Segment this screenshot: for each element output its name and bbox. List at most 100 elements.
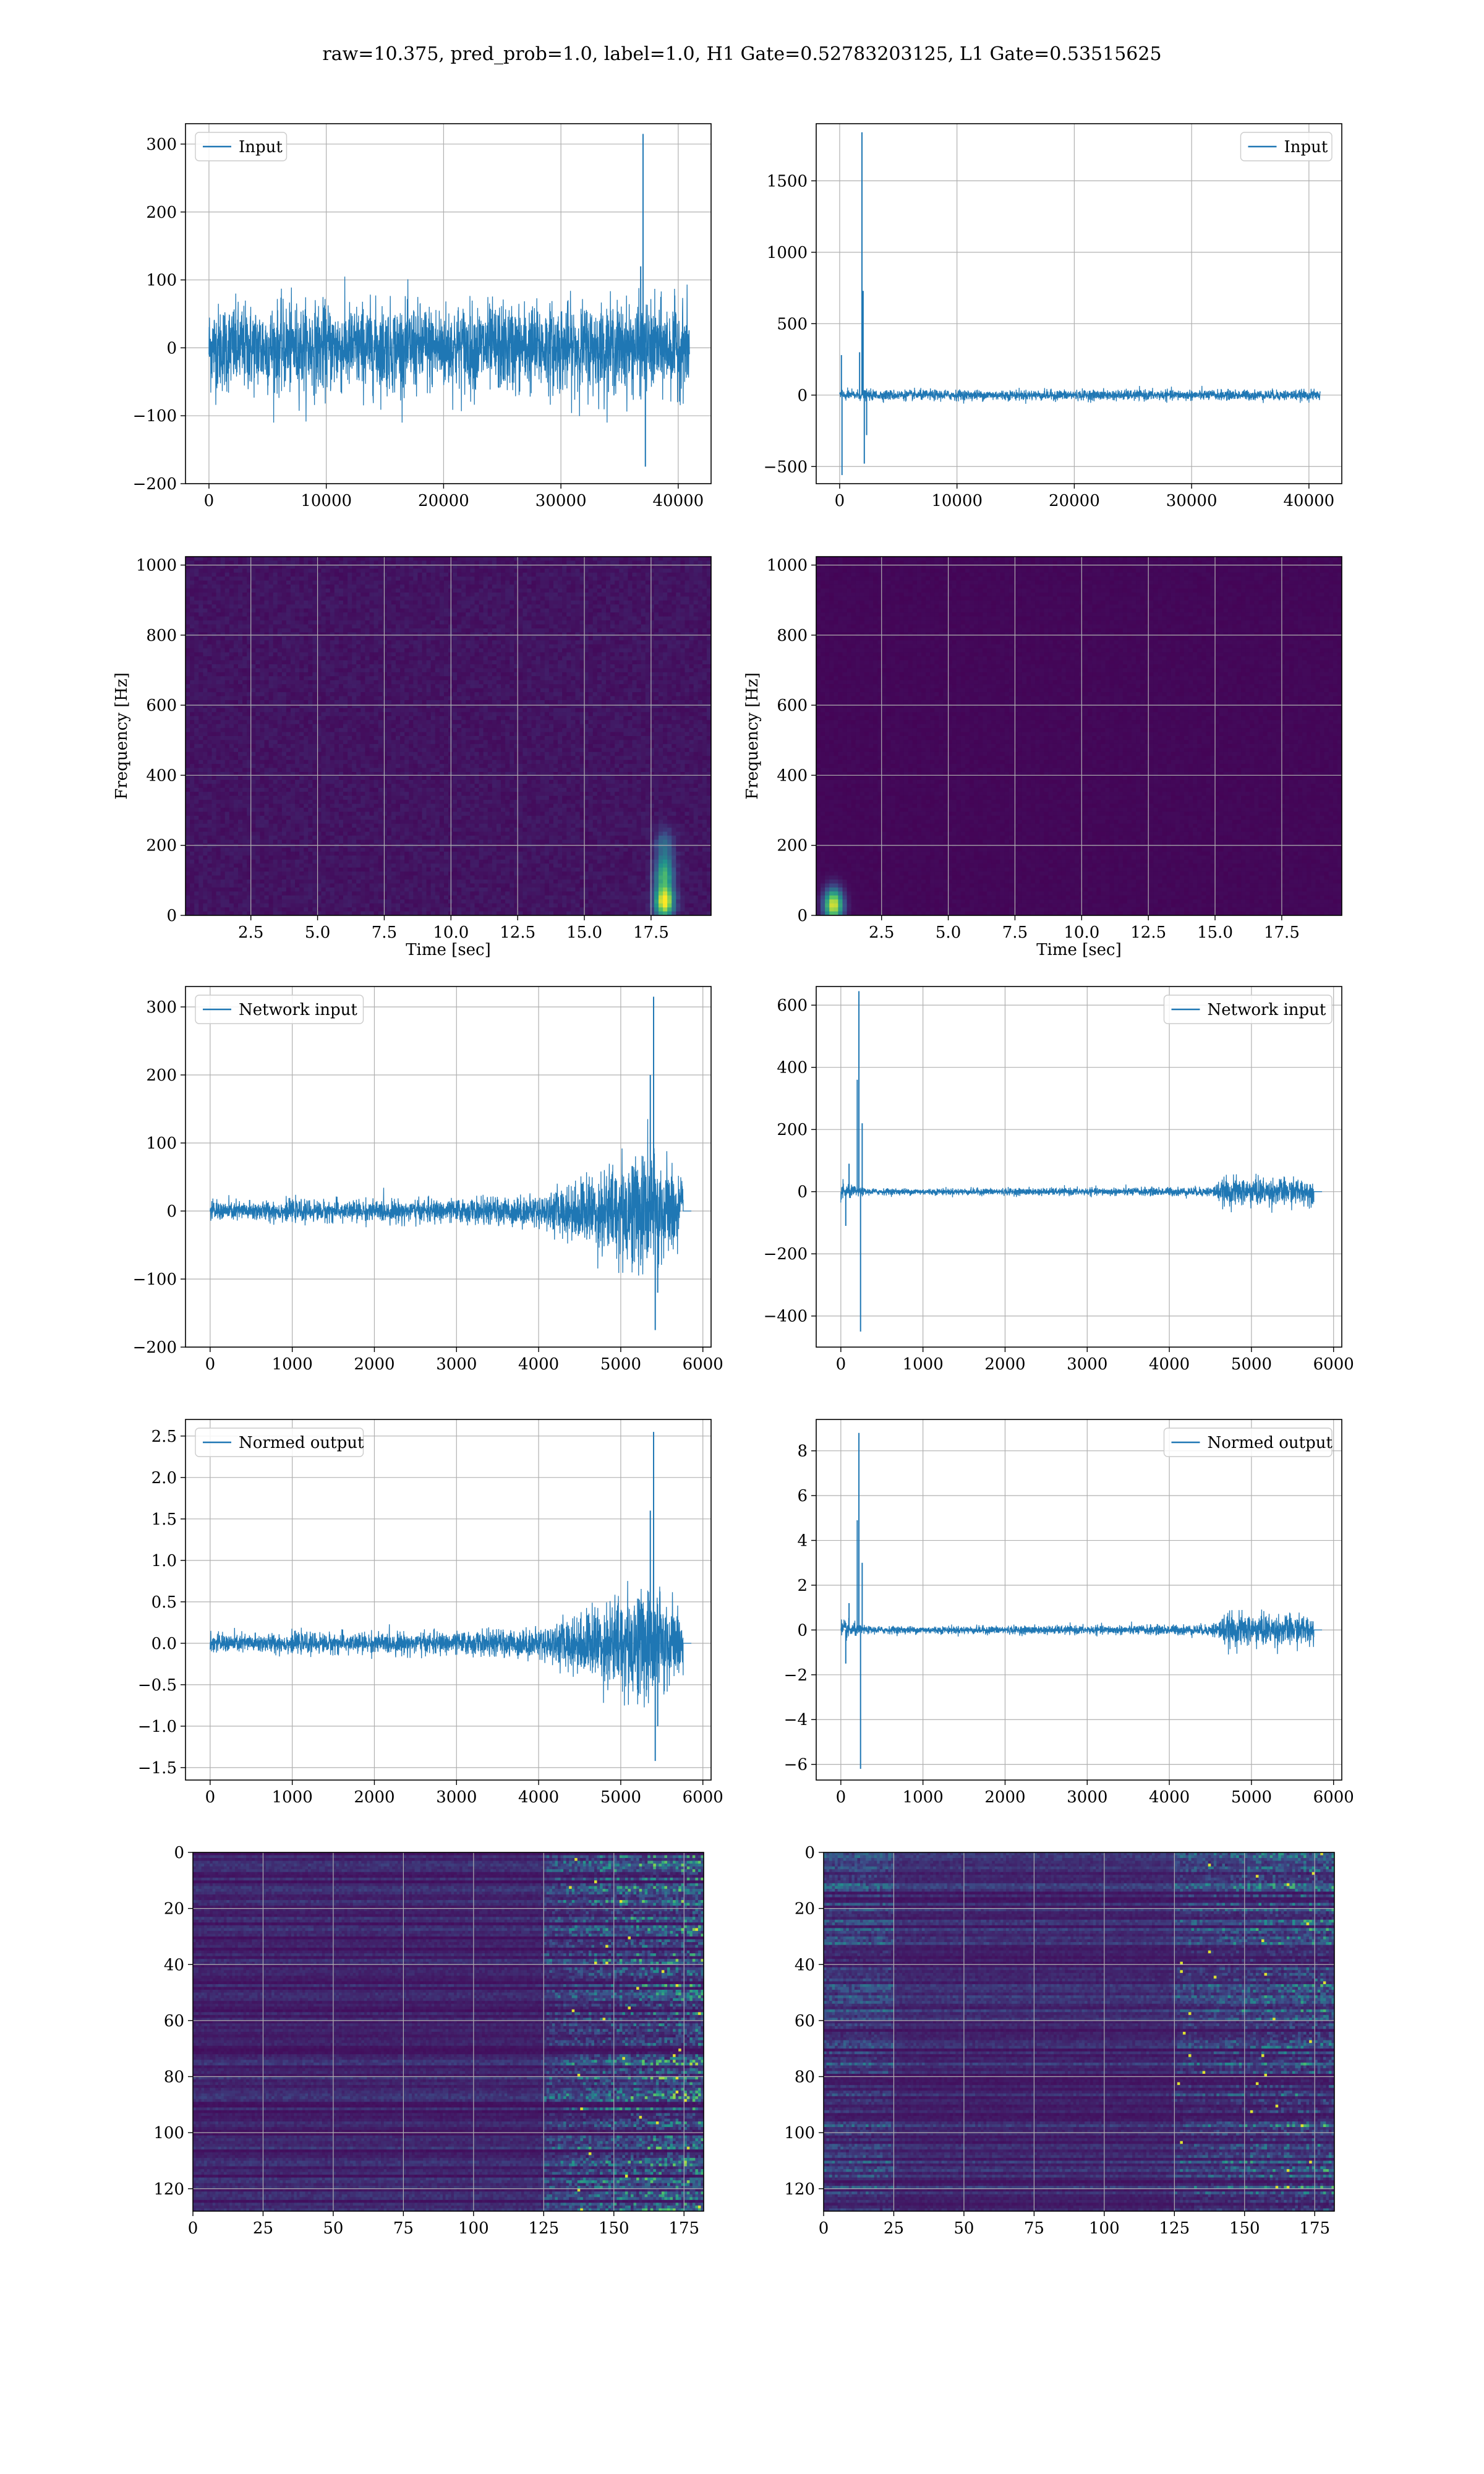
x-tick-label: 0 [205, 1788, 216, 1807]
heatmap-cells [193, 1852, 704, 2212]
y-tick-label: 200 [146, 1066, 177, 1085]
x-tick-label: 1000 [272, 1788, 313, 1807]
series-line [210, 1119, 691, 1275]
y-axis-label: Frequency [Hz] [743, 672, 762, 800]
legend-label: Normed output [1208, 1434, 1333, 1452]
y-tick-label: 0 [174, 1844, 184, 1862]
x-tick-label: 3000 [436, 1788, 477, 1807]
y-tick-label: 6 [797, 1487, 808, 1505]
x-tick-label: 1000 [903, 1788, 944, 1807]
x-tick-label: 10000 [931, 492, 983, 510]
chart-l1-network-input: 0 1000 2000 3000 4000 5000 6000−400−2000200400… [764, 987, 1354, 1374]
x-tick-label: 6000 [683, 1788, 723, 1807]
x-tick-label: 3000 [436, 1355, 477, 1374]
x-tick-label: 3000 [1067, 1788, 1107, 1807]
x-tick-label: 4000 [1149, 1355, 1190, 1374]
y-tick-label: 600 [777, 696, 808, 715]
y-tick-label: 120 [153, 2180, 184, 2199]
x-tick-label: 125 [528, 2219, 559, 2238]
y-tick-label: 80 [164, 2068, 184, 2087]
x-tick-label: 4000 [518, 1355, 559, 1374]
x-tick-label: 5000 [600, 1355, 641, 1374]
legend-label: Network input [239, 1001, 357, 1019]
x-tick-label: 100 [458, 2219, 489, 2238]
y-tick-label: −200 [133, 1338, 177, 1357]
x-tick-label: 1000 [903, 1355, 944, 1374]
chart-l1-spectrogram: 2.5 5.0 7.5 10.0 12.5 15.0 17.5020040060080010… [743, 557, 1342, 959]
x-tick-label: 7.5 [1002, 923, 1028, 942]
x-tick-label: 5000 [600, 1788, 641, 1807]
x-tick-label: 0 [205, 1355, 216, 1374]
x-tick-label: 0 [188, 2219, 198, 2238]
legend-label: Input [239, 138, 283, 156]
x-tick-label: 25 [884, 2219, 904, 2238]
y-tick-label: −400 [764, 1308, 808, 1326]
legend-label: Network input [1208, 1001, 1326, 1019]
x-tick-label: 17.5 [633, 923, 669, 942]
y-tick-label: 0 [804, 1844, 815, 1862]
x-tick-label: 15.0 [566, 923, 602, 942]
y-tick-label: 80 [795, 2068, 815, 2087]
y-tick-label: 0 [166, 1202, 177, 1221]
y-tick-label: 0 [797, 907, 808, 925]
x-tick-label: 175 [668, 2219, 699, 2238]
y-tick-label: 100 [153, 2124, 184, 2142]
legend: Input [1241, 132, 1333, 161]
axes-frame [816, 987, 1342, 1347]
x-tick-label: 30000 [535, 492, 587, 510]
y-tick-label: 40 [795, 1956, 815, 1974]
series-line [841, 1609, 1322, 1654]
series-line [841, 1174, 1322, 1213]
y-tick-label: −500 [764, 458, 808, 476]
chart-l1-input: 0 10000 20000 30000 40000−500050010001500Inp… [764, 124, 1342, 510]
y-tick-label: 400 [777, 1059, 808, 1077]
y-tick-label: −4 [784, 1711, 808, 1729]
x-tick-label: 2000 [984, 1355, 1025, 1374]
axes-frame [816, 124, 1342, 484]
x-tick-label: 2000 [354, 1355, 394, 1374]
x-tick-label: 175 [1299, 2219, 1330, 2238]
axes-frame [816, 1419, 1342, 1780]
y-tick-label: 200 [146, 203, 177, 222]
y-tick-label: −100 [133, 407, 177, 426]
y-tick-label: 2.5 [151, 1427, 177, 1446]
y-tick-label: −0.5 [138, 1676, 177, 1695]
x-tick-label: 3000 [1067, 1355, 1107, 1374]
y-tick-label: 120 [784, 2180, 815, 2199]
y-tick-label: −2 [784, 1666, 808, 1685]
legend: Network input [195, 995, 364, 1024]
y-tick-label: 0.5 [151, 1593, 177, 1612]
x-tick-label: 2.5 [238, 923, 263, 942]
legend-label: Normed output [239, 1434, 364, 1452]
y-tick-label: 4 [797, 1532, 808, 1551]
y-tick-label: 100 [146, 1134, 177, 1153]
x-tick-label: 17.5 [1264, 923, 1300, 942]
x-tick-label: 7.5 [372, 923, 397, 942]
x-tick-label: 4000 [1149, 1788, 1190, 1807]
y-tick-label: 20 [164, 1900, 184, 1919]
series-line [209, 276, 689, 422]
legend: Network input [1164, 995, 1333, 1024]
chart-h1-normed-output: 0 1000 2000 3000 4000 5000 6000−1.5−1.0−0.50.0… [138, 1419, 723, 1807]
x-axis-label: Time [sec] [406, 941, 491, 959]
y-tick-label: 500 [777, 315, 808, 333]
y-tick-label: 1.5 [151, 1510, 177, 1529]
x-tick-label: 0 [835, 492, 845, 510]
y-tick-label: 2 [797, 1577, 808, 1595]
x-tick-label: 1000 [272, 1355, 313, 1374]
x-tick-label: 4000 [518, 1788, 559, 1807]
y-tick-label: −1.5 [138, 1759, 177, 1778]
y-tick-label: 400 [777, 766, 808, 785]
x-tick-label: 2000 [984, 1788, 1025, 1807]
legend: Normed output [195, 1428, 364, 1457]
x-tick-label: 25 [253, 2219, 273, 2238]
x-tick-label: 50 [323, 2219, 343, 2238]
x-tick-label: 10000 [301, 492, 352, 510]
y-tick-label: 1000 [136, 557, 177, 575]
x-tick-label: 0 [836, 1355, 846, 1374]
heatmap-cells [824, 1852, 1335, 2212]
y-tick-label: 1.0 [151, 1552, 177, 1570]
y-tick-label: 800 [146, 627, 177, 645]
